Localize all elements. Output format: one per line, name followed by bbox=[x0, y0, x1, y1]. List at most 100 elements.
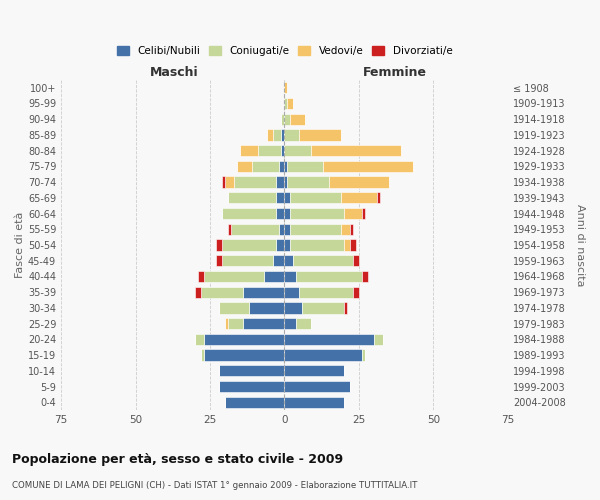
Bar bbox=[344, 240, 350, 250]
Bar bbox=[240, 145, 257, 156]
Bar bbox=[281, 129, 284, 140]
Bar bbox=[311, 145, 401, 156]
Bar bbox=[222, 240, 275, 250]
Bar bbox=[234, 176, 275, 188]
Bar bbox=[284, 129, 299, 140]
Bar bbox=[284, 208, 290, 219]
Bar bbox=[266, 129, 272, 140]
Bar bbox=[275, 208, 284, 219]
Bar bbox=[204, 271, 263, 282]
Bar bbox=[228, 224, 231, 235]
Bar bbox=[216, 240, 222, 250]
Bar bbox=[225, 396, 284, 408]
Bar bbox=[299, 286, 353, 298]
Bar bbox=[216, 255, 222, 266]
Text: Femmine: Femmine bbox=[363, 66, 427, 79]
Bar bbox=[257, 145, 281, 156]
Bar bbox=[290, 224, 341, 235]
Bar bbox=[293, 255, 353, 266]
Bar bbox=[222, 176, 225, 188]
Bar bbox=[281, 114, 284, 125]
Bar bbox=[204, 334, 284, 345]
Bar bbox=[201, 350, 204, 361]
Bar bbox=[341, 224, 350, 235]
Bar bbox=[252, 160, 278, 172]
Legend: Celibi/Nubili, Coniugati/e, Vedovi/e, Divorziati/e: Celibi/Nubili, Coniugati/e, Vedovi/e, Di… bbox=[112, 42, 457, 60]
Text: COMUNE DI LAMA DEI PELIGNI (CH) - Dati ISTAT 1° gennaio 2009 - Elaborazione TUTT: COMUNE DI LAMA DEI PELIGNI (CH) - Dati I… bbox=[12, 481, 418, 490]
Bar bbox=[275, 240, 284, 250]
Bar bbox=[281, 145, 284, 156]
Bar bbox=[284, 98, 287, 109]
Bar bbox=[344, 302, 347, 314]
Bar bbox=[284, 224, 290, 235]
Bar bbox=[287, 160, 323, 172]
Bar bbox=[290, 208, 344, 219]
Bar bbox=[284, 160, 287, 172]
Y-axis label: Fasce di età: Fasce di età bbox=[15, 212, 25, 278]
Bar bbox=[272, 255, 284, 266]
Bar bbox=[287, 176, 329, 188]
Bar bbox=[287, 98, 293, 109]
Bar bbox=[374, 334, 383, 345]
Bar bbox=[284, 255, 293, 266]
Bar bbox=[272, 129, 281, 140]
Bar bbox=[231, 224, 278, 235]
Y-axis label: Anni di nascita: Anni di nascita bbox=[575, 204, 585, 286]
Bar bbox=[284, 286, 299, 298]
Bar bbox=[296, 318, 311, 330]
Bar bbox=[344, 208, 362, 219]
Bar bbox=[201, 286, 243, 298]
Bar bbox=[237, 160, 252, 172]
Bar bbox=[222, 208, 275, 219]
Bar bbox=[290, 240, 344, 250]
Bar bbox=[350, 240, 356, 250]
Bar bbox=[284, 192, 290, 203]
Bar bbox=[284, 176, 287, 188]
Bar bbox=[284, 396, 344, 408]
Bar bbox=[278, 160, 284, 172]
Bar bbox=[249, 302, 284, 314]
Bar bbox=[284, 82, 287, 94]
Bar bbox=[353, 255, 359, 266]
Bar bbox=[228, 192, 275, 203]
Bar bbox=[353, 286, 359, 298]
Bar bbox=[329, 176, 389, 188]
Bar bbox=[302, 302, 344, 314]
Bar bbox=[284, 271, 296, 282]
Bar bbox=[225, 318, 228, 330]
Bar bbox=[284, 381, 350, 392]
Bar bbox=[284, 365, 344, 376]
Bar bbox=[377, 192, 380, 203]
Bar bbox=[204, 350, 284, 361]
Bar bbox=[284, 114, 290, 125]
Bar bbox=[195, 286, 201, 298]
Bar bbox=[219, 381, 284, 392]
Bar bbox=[290, 114, 305, 125]
Bar bbox=[290, 192, 341, 203]
Bar bbox=[350, 224, 353, 235]
Bar bbox=[284, 145, 311, 156]
Bar bbox=[362, 208, 365, 219]
Bar bbox=[284, 350, 362, 361]
Bar bbox=[278, 224, 284, 235]
Bar bbox=[243, 318, 284, 330]
Text: Popolazione per età, sesso e stato civile - 2009: Popolazione per età, sesso e stato civil… bbox=[12, 452, 343, 466]
Bar bbox=[296, 271, 362, 282]
Bar bbox=[219, 365, 284, 376]
Bar bbox=[198, 271, 204, 282]
Bar bbox=[362, 271, 368, 282]
Bar bbox=[299, 129, 341, 140]
Bar bbox=[228, 318, 243, 330]
Bar bbox=[323, 160, 413, 172]
Bar bbox=[195, 334, 204, 345]
Bar bbox=[275, 192, 284, 203]
Bar bbox=[243, 286, 284, 298]
Bar bbox=[284, 302, 302, 314]
Bar bbox=[284, 334, 374, 345]
Bar bbox=[275, 176, 284, 188]
Bar bbox=[362, 350, 365, 361]
Bar bbox=[284, 318, 296, 330]
Bar bbox=[263, 271, 284, 282]
Text: Maschi: Maschi bbox=[150, 66, 199, 79]
Bar bbox=[341, 192, 377, 203]
